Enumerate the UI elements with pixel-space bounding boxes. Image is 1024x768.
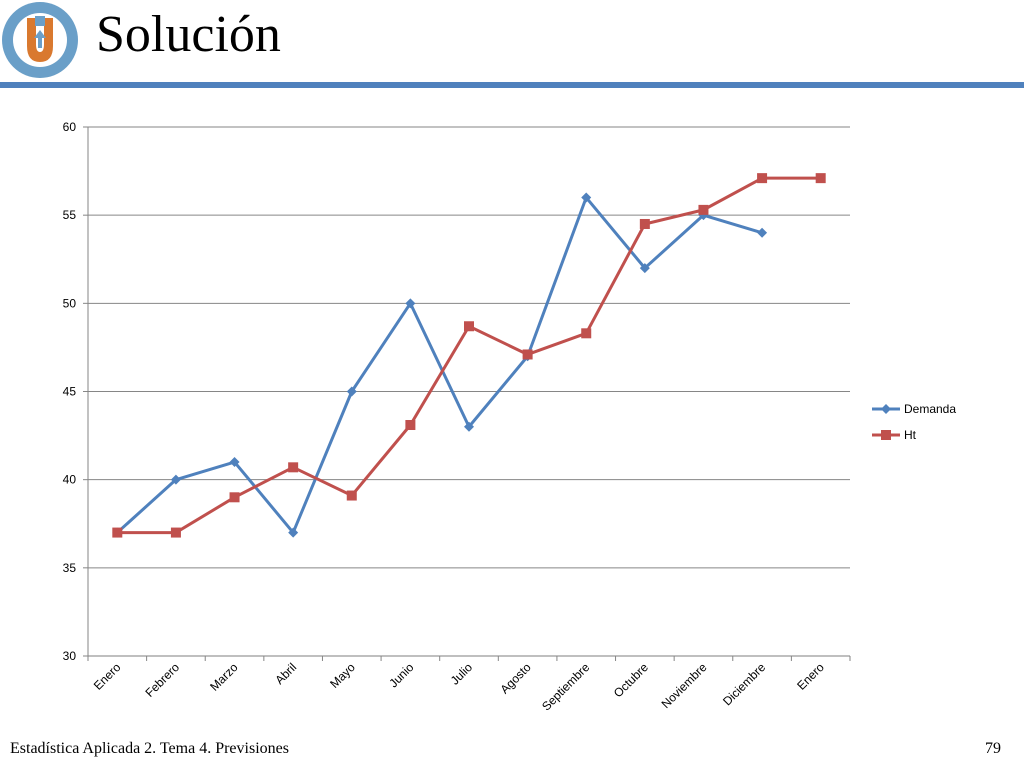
x-tick-label: Diciembre [720,660,768,708]
x-tick-label: Noviembre [659,660,710,711]
data-point [405,420,416,431]
university-logo [2,2,78,78]
x-tick-label: Febrero [142,660,182,700]
x-tick-label: Marzo [207,660,241,694]
footer-text: Estadística Aplicada 2. Tema 4. Previsio… [10,740,289,757]
y-tick-label: 50 [63,296,77,310]
legend-marker [881,404,891,414]
x-tick-label: Julio [448,660,476,688]
y-tick-label: 55 [63,208,77,222]
data-point [698,204,709,215]
legend-marker [881,430,891,440]
data-point [581,328,592,339]
x-tick-label: Abril [272,660,299,687]
data-point [170,527,181,538]
y-tick-label: 35 [63,561,77,575]
legend-label: Demanda [904,402,956,416]
legend-label: Ht [904,428,917,442]
data-point [288,462,299,473]
x-tick-label: Agosto [497,660,534,697]
series-line-demanda [116,196,763,535]
x-tick-label: Junio [386,660,416,690]
data-point [639,263,650,274]
page-number: 79 [985,740,1001,757]
slide-title: Solución [96,6,281,63]
data-point [229,492,240,503]
x-tick-label: Mayo [327,660,358,691]
data-point [112,527,123,538]
x-tick-label: Septiembre [539,660,593,714]
data-point [522,349,533,360]
data-point [346,490,357,501]
data-point [288,527,299,538]
data-point [229,457,240,468]
data-point [581,192,592,203]
data-point [405,298,416,309]
title-rule [0,82,1024,88]
x-tick-label: Octubre [611,660,651,700]
x-tick-label: Enero [794,660,827,693]
data-point [170,474,181,485]
data-point [815,173,826,184]
y-tick-label: 45 [63,385,77,399]
line-chart: 30 35 40 45 50 55 60 Enero Febrero Marzo Abril Mayo… [63,120,957,714]
data-point [464,321,474,332]
data-point [464,421,474,432]
data-point [698,210,709,221]
data-point [757,173,768,184]
y-tick-label: 60 [63,120,77,134]
data-point [639,218,650,229]
x-tick-label: Enero [91,660,124,693]
data-point [757,227,768,238]
y-tick-label: 40 [63,473,77,487]
y-tick-label: 30 [63,649,77,663]
data-point [346,386,357,397]
